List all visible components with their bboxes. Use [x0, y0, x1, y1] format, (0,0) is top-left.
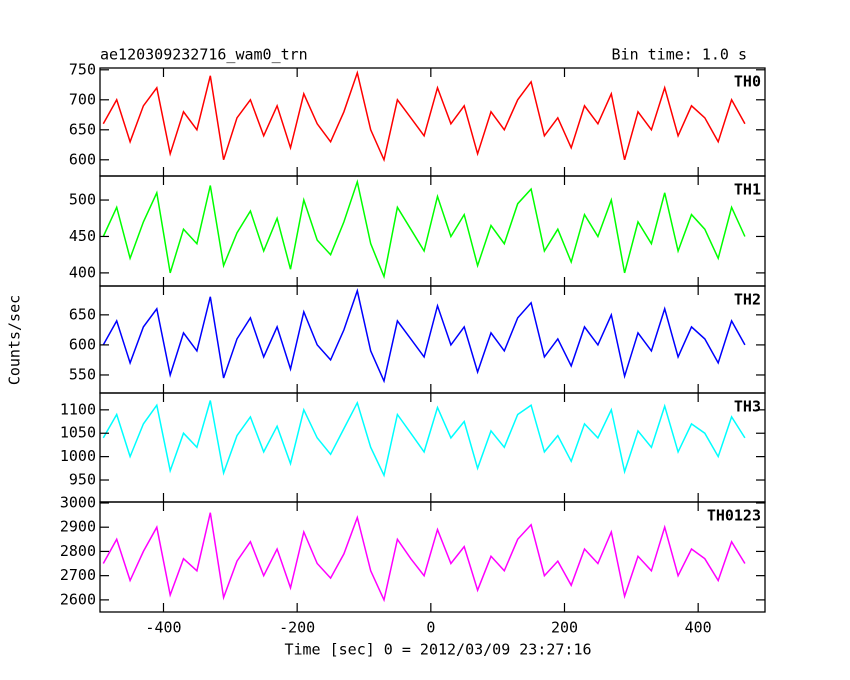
y-tick-label: 600 — [69, 150, 96, 168]
light-curve — [102, 70, 746, 163]
light-curve — [102, 178, 746, 280]
y-tick-label: 700 — [69, 90, 96, 108]
y-tick-label: 950 — [69, 471, 96, 489]
y-tick-label: 3000 — [60, 493, 96, 511]
y-tick-label: 400 — [69, 263, 96, 281]
x-tick-label: -200 — [279, 619, 315, 637]
y-tick-label: 750 — [69, 60, 96, 78]
x-tick-label: 0 — [426, 619, 435, 637]
y-tick-label: 2800 — [60, 542, 96, 560]
panel-label: TH1 — [734, 181, 761, 199]
y-axis-label: Counts/sec — [6, 295, 24, 385]
panel-label: TH0 — [734, 73, 761, 91]
panel-frame — [99, 501, 766, 613]
y-tick-label: 1100 — [60, 400, 96, 418]
y-tick-label: 2700 — [60, 566, 96, 584]
panel-frame — [99, 67, 766, 177]
light-curve — [102, 288, 746, 384]
light-curve — [102, 512, 746, 603]
y-tick-label: 1000 — [60, 447, 96, 465]
x-tick-label: 400 — [685, 619, 712, 637]
chart-title: ae120309232716_wam0_trn — [100, 46, 308, 64]
y-tick-label: 600 — [69, 335, 96, 353]
panel-label: TH2 — [734, 291, 761, 309]
chart-subtitle: Bin time: 1.0 s — [612, 46, 747, 64]
x-tick-label: -400 — [145, 619, 181, 637]
light-curve — [102, 400, 746, 478]
x-axis-label: Time [sec] 0 = 2012/03/09 23:27:16 — [284, 641, 591, 659]
y-tick-label: 550 — [69, 365, 96, 383]
y-tick-label: 1050 — [60, 424, 96, 442]
x-tick-label: 200 — [551, 619, 578, 637]
panel-label: TH0123 — [707, 507, 761, 525]
panel-label: TH3 — [734, 398, 761, 416]
y-tick-label: 2900 — [60, 518, 96, 536]
y-tick-label: 650 — [69, 305, 96, 323]
y-tick-label: 650 — [69, 120, 96, 138]
y-tick-label: 500 — [69, 191, 96, 209]
y-tick-label: 2600 — [60, 590, 96, 608]
y-tick-label: 450 — [69, 227, 96, 245]
